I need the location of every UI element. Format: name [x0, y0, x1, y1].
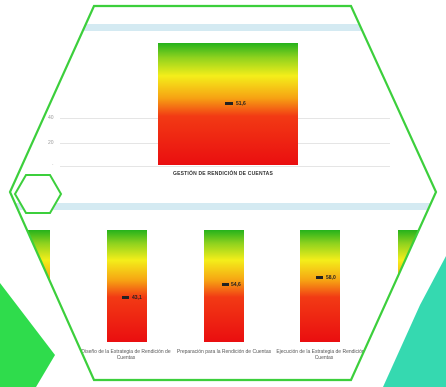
bottom-value-marker: [222, 283, 229, 286]
top-panel-band: [0, 24, 446, 31]
top-chart-baseline: [60, 166, 390, 167]
y-tick-label: 40: [48, 115, 54, 121]
y-tick-label: ·: [52, 162, 54, 168]
bottom-category-label: Diseño de la Estrategia de Rendición de …: [81, 349, 171, 361]
bottom-value-marker: [316, 276, 323, 279]
bottom-value-label: 58,0: [326, 275, 336, 281]
bottom-value-marker: [122, 296, 129, 299]
y-tick-label: 20: [48, 140, 54, 146]
top-value-marker: [225, 102, 233, 105]
bottom-gradient-bar: [107, 230, 147, 342]
bottom-gradient-bar: [204, 230, 244, 342]
corner-teal-triangle: [383, 256, 446, 387]
corner-green-triangle: [0, 283, 55, 387]
top-category-label: GESTIÓN DE RENDICIÓN DE CUENTAS: [173, 171, 274, 177]
bottom-category-label: Ejecución de la Estrategia de Rendición …: [276, 349, 372, 361]
small-hexagon-icon: [13, 174, 63, 214]
bottom-value-label: 43,1: [132, 295, 142, 301]
top-value-label: 51,6: [236, 101, 246, 107]
bottom-panel-band: [0, 203, 446, 210]
bottom-value-label: 54,6: [231, 282, 241, 288]
bottom-category-label: Preparación para la Rendición de Cuentas: [176, 349, 272, 355]
bottom-gradient-bar: [300, 230, 340, 342]
hexagon-outline: [8, 4, 438, 382]
